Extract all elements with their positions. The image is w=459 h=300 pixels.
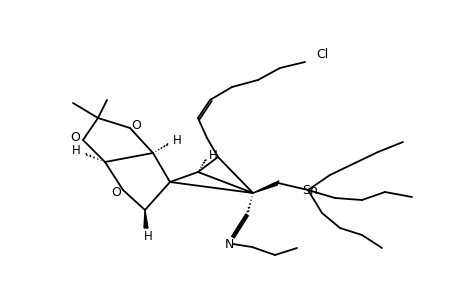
Polygon shape xyxy=(252,181,278,193)
Text: O: O xyxy=(131,118,140,131)
Text: O: O xyxy=(111,185,121,199)
Text: Cl: Cl xyxy=(315,47,327,61)
Text: H: H xyxy=(143,230,152,242)
Text: H: H xyxy=(72,143,80,157)
Text: Sn: Sn xyxy=(302,184,317,196)
Polygon shape xyxy=(144,210,148,228)
Text: H: H xyxy=(172,134,181,146)
Text: H: H xyxy=(208,148,217,161)
Text: N: N xyxy=(224,238,233,250)
Text: O: O xyxy=(70,130,80,143)
